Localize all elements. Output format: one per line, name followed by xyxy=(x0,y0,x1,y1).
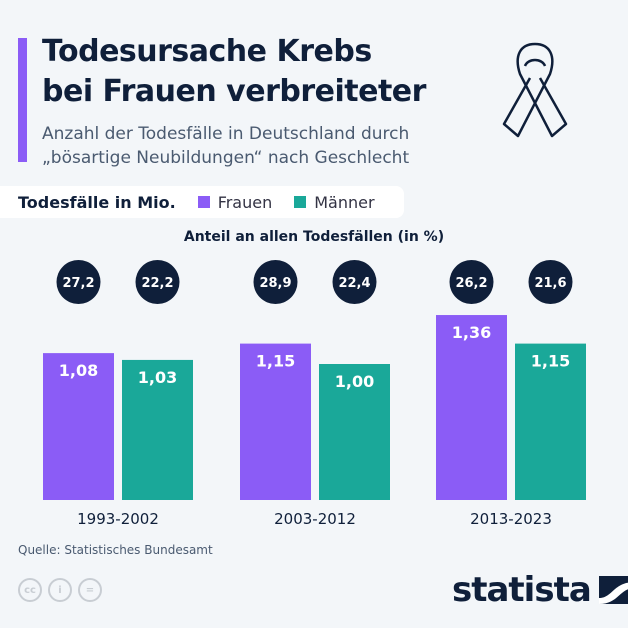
statista-logo: statista xyxy=(452,570,628,610)
bar-label: 1,08 xyxy=(59,361,98,380)
share-badge xyxy=(135,260,180,304)
legend: Todesfälle in Mio. Frauen Männer xyxy=(0,186,404,218)
bar-label: 1,15 xyxy=(531,352,570,371)
share-label: 26,2 xyxy=(455,276,487,291)
share-badge xyxy=(332,260,377,304)
legend-title: Todesfälle in Mio. xyxy=(18,192,176,212)
bar-label: 1,15 xyxy=(256,352,295,371)
share-label: 22,2 xyxy=(141,276,173,291)
by-icon: i xyxy=(48,578,72,602)
license-icons: cc i = xyxy=(18,578,102,602)
bar-männer-2013-2023 xyxy=(515,343,586,500)
legend-item-frauen: Frauen xyxy=(197,193,272,212)
bar-label: 1,00 xyxy=(335,372,374,391)
statista-logo-icon xyxy=(598,576,628,604)
share-title: Anteil an allen Todesfällen (in %) xyxy=(183,229,445,245)
bar-label: 1,36 xyxy=(452,323,491,342)
share-badge xyxy=(528,260,573,304)
cc-icon: cc xyxy=(18,578,42,602)
share-badge xyxy=(56,260,101,304)
bar-frauen-1993-2002 xyxy=(43,353,114,500)
bar-männer-1993-2002 xyxy=(122,359,193,500)
bar-männer-2003-2012 xyxy=(319,364,390,500)
source: Quelle: Statistisches Bundesamt xyxy=(18,543,213,557)
share-label: 21,6 xyxy=(534,276,566,291)
nd-icon: = xyxy=(78,578,102,602)
share-label: 22,4 xyxy=(338,276,370,291)
share-badge xyxy=(253,260,298,304)
accent-bar xyxy=(18,38,27,162)
bar-frauen-2003-2012 xyxy=(240,343,311,500)
category-label: 2003-2012 xyxy=(274,510,356,528)
share-label: 27,2 xyxy=(62,276,94,291)
legend-item-maenner: Männer xyxy=(294,193,375,212)
category-label: 1993-2002 xyxy=(77,510,159,528)
bar-label: 1,03 xyxy=(138,368,177,387)
chart-title: Todesursache Krebs bei Frauen verbreitete… xyxy=(42,34,426,109)
share-label: 28,9 xyxy=(259,276,291,291)
share-badge xyxy=(449,260,494,304)
chart-subtitle: Anzahl der Todesfälle in Deutschland dur… xyxy=(42,124,410,168)
bar-frauen-2013-2023 xyxy=(436,315,507,500)
category-label: 2013-2023 xyxy=(470,510,552,528)
cancer-ribbon-icon xyxy=(502,42,568,138)
